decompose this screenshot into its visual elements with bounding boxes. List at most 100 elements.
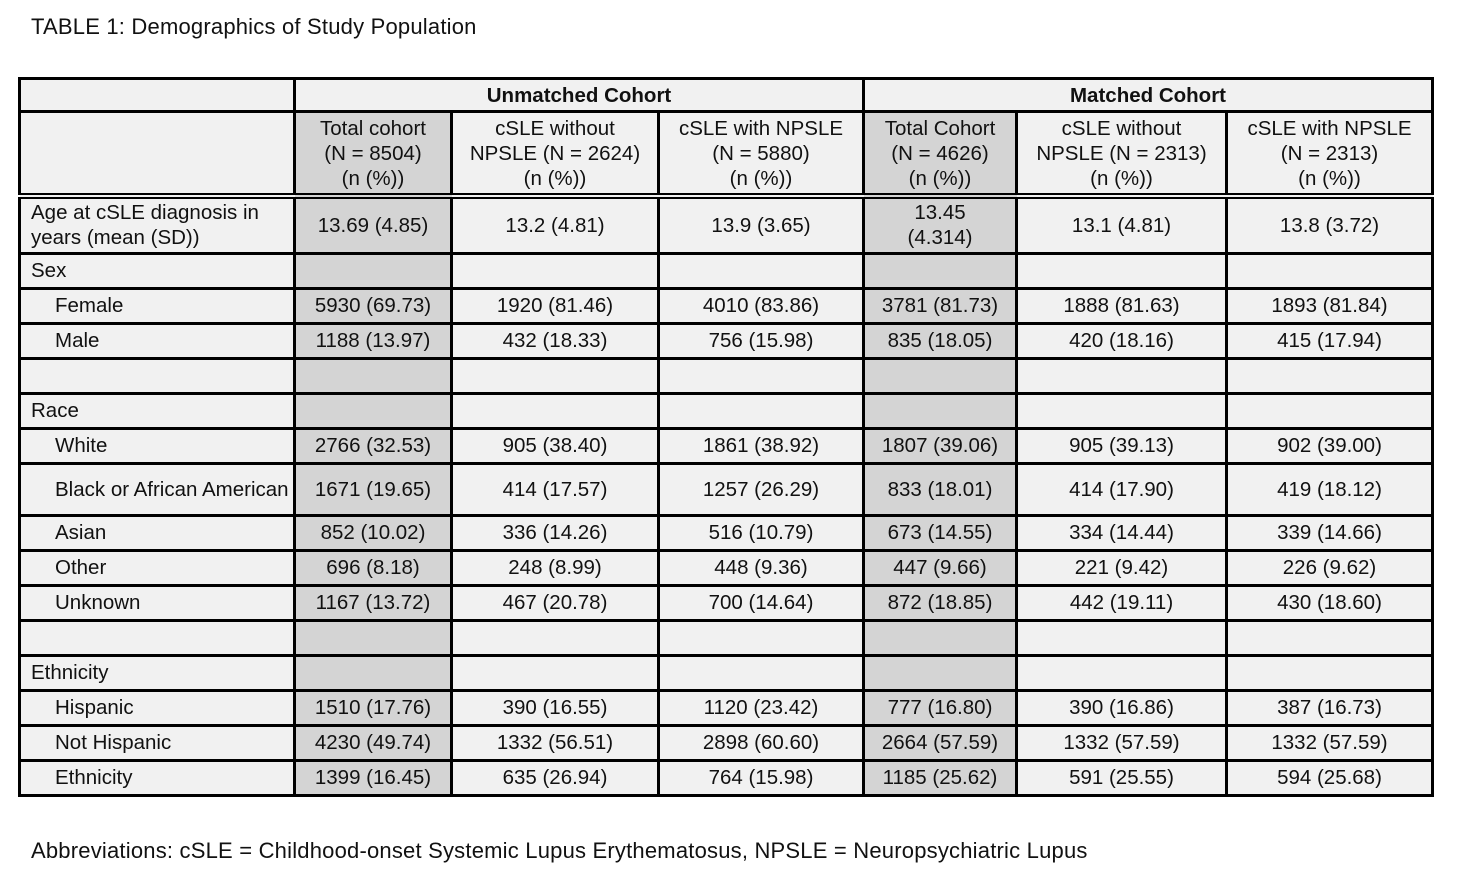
row-label xyxy=(18,618,296,657)
table-row: Black or African American 1671 (19.65) 414… xyxy=(18,461,1434,517)
column-header: cSLE with NPSLE (N = 5880) (n (%)) xyxy=(657,110,865,198)
data-cell: 414 (17.57) xyxy=(450,461,660,517)
data-cell: 872 (18.85) xyxy=(862,583,1018,622)
data-cell: 467 (20.78) xyxy=(450,583,660,622)
row-label: Hispanic xyxy=(18,688,296,727)
data-cell xyxy=(293,391,453,430)
data-cell: 1861 (38.92) xyxy=(657,426,865,465)
table-row: Male 1188 (13.97) 432 (18.33) 756 (15.98) 83… xyxy=(18,321,1434,360)
table-row: Asian 852 (10.02) 336 (14.26) 516 (10.79) 67… xyxy=(18,513,1434,552)
column-header: Total Cohort (N = 4626) (n (%)) xyxy=(862,110,1018,198)
row-label: Race xyxy=(18,391,296,430)
column-header-line: NPSLE (N = 2313) xyxy=(1036,141,1207,165)
table-row: White 2766 (32.53) 905 (38.40) 1861 (38.92)… xyxy=(18,426,1434,465)
data-cell: 2664 (57.59) xyxy=(862,723,1018,762)
data-cell: 833 (18.01) xyxy=(862,461,1018,517)
data-cell: 777 (16.80) xyxy=(862,688,1018,727)
data-cell xyxy=(293,653,453,692)
data-cell: 448 (9.36) xyxy=(657,548,865,587)
table-title: TABLE 1: Demographics of Study Populatio… xyxy=(31,14,477,39)
data-cell: 1510 (17.76) xyxy=(293,688,453,727)
column-header-line: (n (%)) xyxy=(908,166,972,190)
data-cell xyxy=(1225,618,1434,657)
data-cell: 442 (19.11) xyxy=(1015,583,1228,622)
column-header: cSLE with NPSLE (N = 2313) (n (%)) xyxy=(1225,110,1434,198)
column-header-line: (n (%)) xyxy=(523,166,587,190)
data-cell xyxy=(862,391,1018,430)
data-cell: 2898 (60.60) xyxy=(657,723,865,762)
row-label: Female xyxy=(18,286,296,325)
data-cell: 1332 (57.59) xyxy=(1015,723,1228,762)
table-row: Other 696 (8.18) 248 (8.99) 448 (9.36) 447 (… xyxy=(18,548,1434,587)
column-header-line: NPSLE (N = 2624) xyxy=(469,141,641,165)
data-cell: 248 (8.99) xyxy=(450,548,660,587)
column-header-line: (n (%)) xyxy=(729,166,793,190)
data-cell: 902 (39.00) xyxy=(1225,426,1434,465)
demographics-table: Unmatched Cohort Matched Cohort Total co… xyxy=(18,77,1434,797)
data-cell: 1671 (19.65) xyxy=(293,461,453,517)
data-cell: 852 (10.02) xyxy=(293,513,453,552)
data-cell xyxy=(1015,251,1228,290)
data-cell: 5930 (69.73) xyxy=(293,286,453,325)
data-cell xyxy=(293,618,453,657)
row-label: White xyxy=(18,426,296,465)
data-cell: 390 (16.55) xyxy=(450,688,660,727)
data-cell: 4230 (49.74) xyxy=(293,723,453,762)
data-cell: 1807 (39.06) xyxy=(862,426,1018,465)
data-cell: 4010 (83.86) xyxy=(657,286,865,325)
data-cell xyxy=(450,653,660,692)
data-cell: 1257 (26.29) xyxy=(657,461,865,517)
data-cell xyxy=(1015,653,1228,692)
data-cell: 420 (18.16) xyxy=(1015,321,1228,360)
data-cell: 835 (18.05) xyxy=(862,321,1018,360)
data-cell: 226 (9.62) xyxy=(1225,548,1434,587)
column-header-line: cSLE without xyxy=(1061,116,1182,140)
row-label: Not Hispanic xyxy=(18,723,296,762)
data-cell: 1888 (81.63) xyxy=(1015,286,1228,325)
data-cell: 2766 (32.53) xyxy=(293,426,453,465)
data-cell: 339 (14.66) xyxy=(1225,513,1434,552)
data-cell: 700 (14.64) xyxy=(657,583,865,622)
data-cell: 221 (9.42) xyxy=(1015,548,1228,587)
data-cell: 13.2 (4.81) xyxy=(450,194,660,255)
data-cell: 390 (16.86) xyxy=(1015,688,1228,727)
data-cell xyxy=(1225,251,1434,290)
row-label: Male xyxy=(18,321,296,360)
empty-corner-cell xyxy=(18,77,296,113)
data-cell: 516 (10.79) xyxy=(657,513,865,552)
data-cell xyxy=(1015,356,1228,395)
data-cell xyxy=(657,251,865,290)
data-cell xyxy=(1225,653,1434,692)
row-label: Ethnicity xyxy=(18,653,296,692)
data-cell xyxy=(1015,391,1228,430)
table-row: Age at cSLE diagnosis in years (mean (SD… xyxy=(18,194,1434,255)
data-cell xyxy=(1225,356,1434,395)
column-header-line: (n (%)) xyxy=(1090,166,1153,190)
data-cell: 1893 (81.84) xyxy=(1225,286,1434,325)
data-cell: 673 (14.55) xyxy=(862,513,1018,552)
data-cell: 13.69 (4.85) xyxy=(293,194,453,255)
data-cell xyxy=(450,618,660,657)
table-row: Female 5930 (69.73) 1920 (81.46) 4010 (83.8… xyxy=(18,286,1434,325)
data-cell xyxy=(862,653,1018,692)
column-header-line: Total cohort xyxy=(320,116,426,140)
data-cell: 1120 (23.42) xyxy=(657,688,865,727)
data-cell xyxy=(450,251,660,290)
data-cell xyxy=(293,251,453,290)
data-cell: 756 (15.98) xyxy=(657,321,865,360)
data-cell: 447 (9.66) xyxy=(862,548,1018,587)
table-row: Not Hispanic 4230 (49.74) 1332 (56.51) 2898… xyxy=(18,723,1434,762)
data-cell: 1399 (16.45) xyxy=(293,758,453,797)
data-cell xyxy=(862,356,1018,395)
data-cell: 635 (26.94) xyxy=(450,758,660,797)
data-cell: 13.8 (3.72) xyxy=(1225,194,1434,255)
column-header-line: (n (%)) xyxy=(1298,166,1361,190)
data-cell xyxy=(862,618,1018,657)
table-row: Unknown 1167 (13.72) 467 (20.78) 700 (14.64… xyxy=(18,583,1434,622)
data-cell: 594 (25.68) xyxy=(1225,758,1434,797)
table-row: Ethnicity xyxy=(18,653,1434,692)
row-label: Age at cSLE diagnosis in years (mean (SD… xyxy=(18,194,296,255)
table-row: Sex xyxy=(18,251,1434,290)
data-cell xyxy=(657,391,865,430)
data-cell: 432 (18.33) xyxy=(450,321,660,360)
